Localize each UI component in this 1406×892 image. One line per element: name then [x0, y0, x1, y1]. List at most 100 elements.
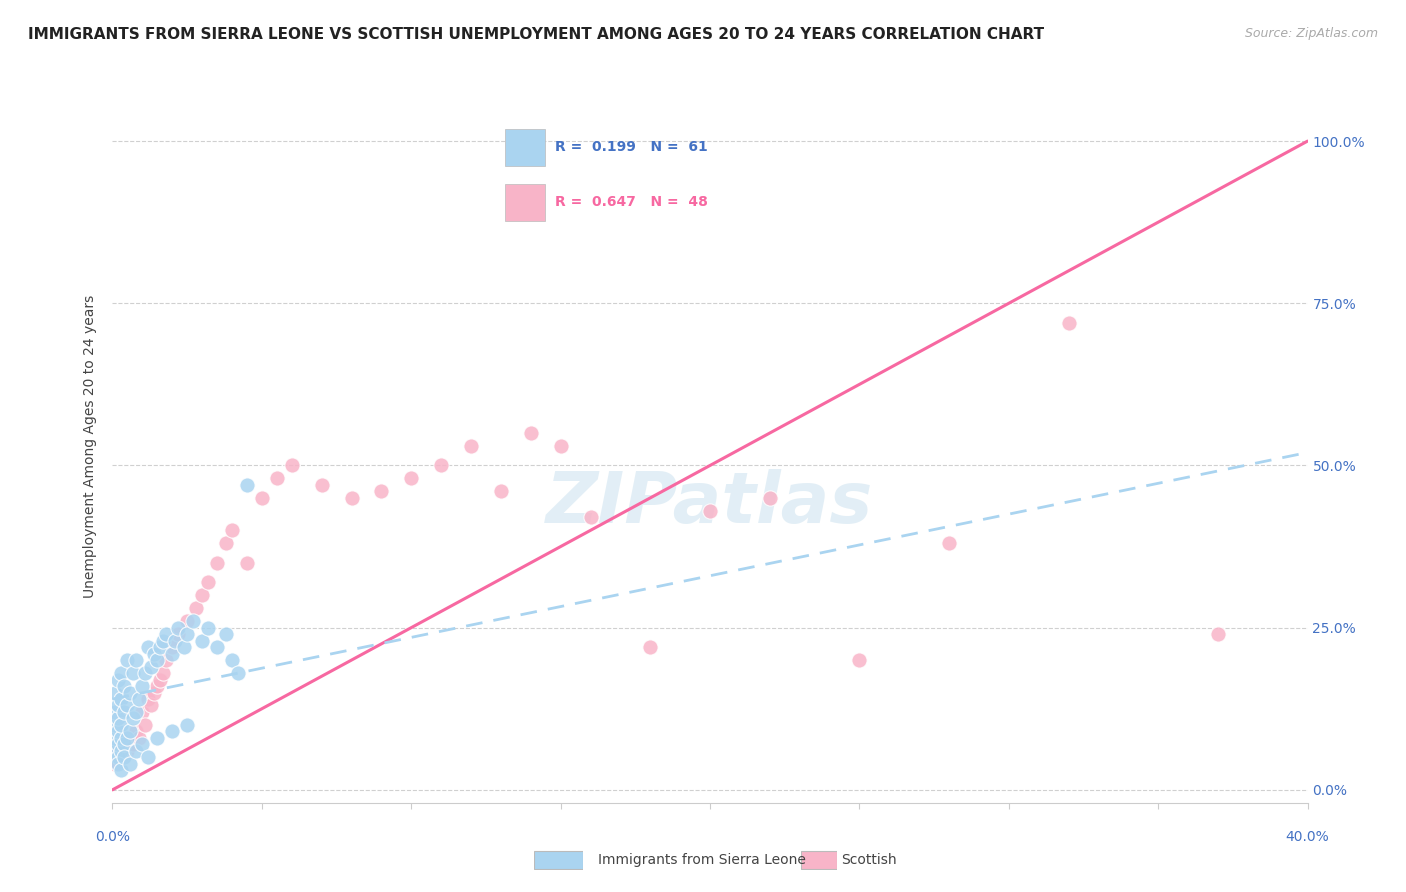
Point: [114, 679, 135, 693]
Point: [141, 659, 163, 673]
Point: [1057, 316, 1080, 330]
Point: [128, 731, 150, 745]
Point: [125, 705, 148, 719]
Point: [176, 614, 198, 628]
Point: [104, 756, 127, 771]
Point: [226, 666, 249, 681]
Point: [759, 491, 782, 505]
Point: [215, 627, 238, 641]
Point: [120, 724, 142, 739]
Point: [114, 738, 135, 752]
Point: [114, 738, 135, 752]
Point: [117, 731, 139, 745]
Point: [104, 744, 127, 758]
Point: [107, 744, 129, 758]
Point: [110, 764, 132, 778]
Point: [141, 698, 163, 713]
Point: [430, 458, 453, 473]
Point: [107, 698, 129, 713]
Point: [143, 647, 166, 661]
Point: [131, 679, 153, 693]
Point: [221, 524, 243, 538]
Point: [848, 653, 870, 667]
Point: [401, 471, 423, 485]
Point: [122, 738, 145, 752]
Point: [520, 425, 543, 440]
Point: [236, 478, 259, 492]
Point: [191, 633, 214, 648]
Point: [138, 640, 160, 654]
Point: [215, 536, 238, 550]
Point: [138, 692, 160, 706]
Point: [120, 731, 142, 745]
Text: Immigrants from Sierra Leone: Immigrants from Sierra Leone: [598, 853, 806, 867]
Point: [117, 698, 139, 713]
Point: [938, 536, 960, 550]
Point: [162, 724, 183, 739]
Point: [131, 738, 153, 752]
Point: [236, 556, 259, 570]
Text: Scottish: Scottish: [841, 853, 897, 867]
Point: [143, 685, 166, 699]
Point: [579, 510, 602, 524]
Point: [107, 738, 129, 752]
Point: [110, 731, 132, 745]
Point: [162, 640, 183, 654]
Point: [191, 588, 214, 602]
Point: [149, 673, 172, 687]
Point: [134, 666, 156, 681]
Point: [197, 621, 219, 635]
Point: [311, 478, 333, 492]
Point: [131, 705, 153, 719]
Point: [134, 718, 156, 732]
Point: [107, 673, 129, 687]
Point: [165, 633, 187, 648]
Point: [340, 491, 363, 505]
Point: [104, 685, 127, 699]
Point: [162, 647, 183, 661]
Point: [1206, 627, 1229, 641]
Point: [110, 666, 132, 681]
Text: 40.0%: 40.0%: [1285, 830, 1330, 844]
Point: [167, 627, 190, 641]
Point: [110, 718, 132, 732]
Point: [205, 556, 228, 570]
Point: [266, 471, 288, 485]
Text: IMMIGRANTS FROM SIERRA LEONE VS SCOTTISH UNEMPLOYMENT AMONG AGES 20 TO 24 YEARS : IMMIGRANTS FROM SIERRA LEONE VS SCOTTISH…: [28, 27, 1045, 42]
Point: [110, 750, 132, 764]
Point: [104, 718, 127, 732]
Point: [550, 439, 572, 453]
Point: [117, 744, 139, 758]
Point: [125, 653, 148, 667]
Point: [117, 653, 139, 667]
Point: [107, 724, 129, 739]
Point: [167, 621, 190, 635]
Point: [221, 653, 243, 667]
Point: [186, 601, 208, 615]
Point: [176, 718, 198, 732]
Point: [104, 731, 127, 745]
Point: [281, 458, 304, 473]
Text: 0.0%: 0.0%: [96, 830, 129, 844]
Point: [155, 627, 177, 641]
Point: [197, 575, 219, 590]
Point: [107, 756, 129, 771]
Point: [176, 627, 198, 641]
Point: [155, 653, 177, 667]
Point: [125, 724, 148, 739]
Point: [107, 711, 129, 725]
Point: [138, 750, 160, 764]
Point: [120, 685, 142, 699]
Point: [149, 640, 172, 654]
Point: [370, 484, 392, 499]
Point: [152, 633, 174, 648]
Point: [110, 744, 132, 758]
Point: [122, 711, 145, 725]
Point: [181, 614, 204, 628]
Point: [114, 705, 135, 719]
Text: ZIPatlas: ZIPatlas: [547, 468, 873, 538]
Text: Source: ZipAtlas.com: Source: ZipAtlas.com: [1244, 27, 1378, 40]
Point: [146, 653, 169, 667]
Point: [152, 666, 174, 681]
Point: [638, 640, 662, 654]
